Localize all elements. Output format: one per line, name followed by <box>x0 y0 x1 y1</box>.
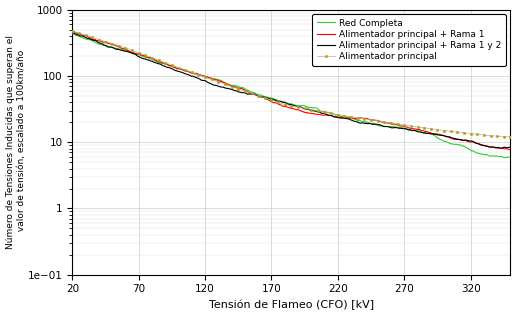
Y-axis label: Número de Tensiones Inducidas que superan el
 valor de tensión, escalado a 100km: Número de Tensiones Inducidas que supera… <box>6 35 26 249</box>
Line: Alimentador principal + Rama 1: Alimentador principal + Rama 1 <box>72 31 510 150</box>
Red Completa <box>507 155 513 159</box>
Alimentador principal + Rama 1 <box>507 148 513 152</box>
Red Completa <box>147 57 153 60</box>
Alimentador principal + Rama 1 y 2 <box>399 127 405 131</box>
Alimentador principal + Rama 1 <box>69 29 75 33</box>
Alimentador principal + Rama 1 y 2 <box>498 146 505 150</box>
Red Completa <box>267 96 273 100</box>
Alimentador principal + Rama 1 y 2 <box>362 121 368 125</box>
Alimentador principal <box>507 135 513 139</box>
Alimentador principal + Rama 1 <box>362 117 368 120</box>
Red Completa <box>182 68 188 72</box>
Red Completa <box>362 120 368 124</box>
Line: Alimentador principal: Alimentador principal <box>71 30 512 138</box>
Line: Red Completa: Red Completa <box>72 33 510 158</box>
Red Completa <box>399 126 405 130</box>
Alimentador principal + Rama 1 y 2 <box>147 59 153 63</box>
Alimentador principal + Rama 1 <box>399 124 405 128</box>
Alimentador principal + Rama 1 y 2 <box>507 146 513 149</box>
Alimentador principal <box>481 133 487 137</box>
Alimentador principal <box>136 51 142 55</box>
Alimentador principal + Rama 1 <box>328 114 334 118</box>
Alimentador principal <box>169 63 175 67</box>
Red Completa <box>69 32 75 35</box>
Alimentador principal + Rama 1 <box>267 99 273 103</box>
Alimentador principal + Rama 1 y 2 <box>69 31 75 34</box>
Alimentador principal + Rama 1 <box>147 55 153 59</box>
Red Completa <box>328 111 334 115</box>
Alimentador principal <box>401 123 407 127</box>
Alimentador principal + Rama 1 y 2 <box>328 113 334 117</box>
Alimentador principal + Rama 1 y 2 <box>182 72 188 76</box>
Alimentador principal <box>268 98 275 102</box>
Alimentador principal <box>69 29 75 33</box>
Alimentador principal + Rama 1 y 2 <box>267 97 273 101</box>
Alimentador principal + Rama 1 <box>182 69 188 73</box>
Alimentador principal <box>249 91 255 95</box>
X-axis label: Tensión de Flameo (CFO) [kV]: Tensión de Flameo (CFO) [kV] <box>209 300 374 310</box>
Line: Alimentador principal + Rama 1 y 2: Alimentador principal + Rama 1 y 2 <box>72 33 510 148</box>
Red Completa <box>502 156 508 160</box>
Legend: Red Completa, Alimentador principal + Rama 1, Alimentador principal + Rama 1 y 2: Red Completa, Alimentador principal + Ra… <box>312 14 506 66</box>
